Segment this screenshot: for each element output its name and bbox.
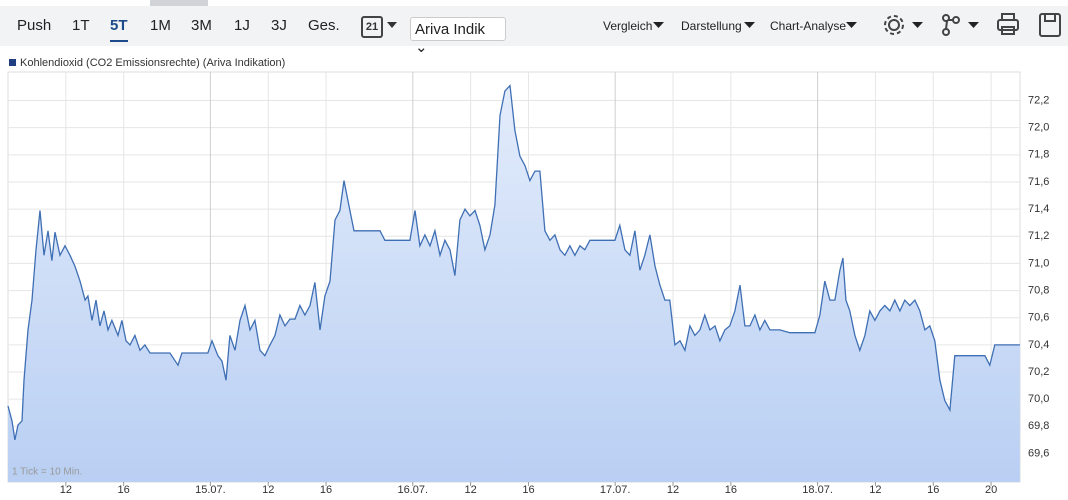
y-tick-label: 71,4 [1028, 203, 1049, 215]
period-button[interactable]: 1J [234, 17, 250, 34]
toolbar: Push 1T 5T 1M 3M 1J 3J Ges. 21 Ariva Ind… [0, 6, 1068, 56]
menu[interactable]: Darstellung [681, 19, 742, 33]
y-tick-label: 71,8 [1028, 149, 1049, 161]
chart: Kohlendioxid (CO2 Emissionsrechte) (Ariv… [7, 57, 1049, 496]
x-tick-label: 12 [465, 484, 477, 496]
y-tick-label: 69,6 [1028, 447, 1049, 459]
period-button[interactable]: Push [17, 17, 52, 34]
period-button[interactable]: 1M [150, 17, 171, 34]
x-tick-label: 16 [522, 484, 534, 496]
toolbar-icons [653, 13, 1061, 37]
footnote: 1 Tick = 10 Min. [12, 467, 82, 478]
y-tick-label: 69,8 [1028, 420, 1049, 432]
x-tick-label: 20 [985, 484, 997, 496]
x-tick-label: 16 [725, 484, 737, 496]
top-tab [150, 0, 208, 6]
x-tick-label: 15.07. [195, 484, 226, 496]
legend-text: Kohlendioxid (CO2 Emissionsrechte) (Ariv… [20, 57, 285, 69]
y-tick-label: 71,0 [1028, 257, 1049, 269]
x-tick-label: 12 [60, 484, 72, 496]
x-tick-label: 17.07. [600, 484, 631, 496]
x-tick-label: 16.07. [398, 484, 429, 496]
y-tick-label: 72,2 [1028, 94, 1049, 106]
y-tick-label: 70,2 [1028, 366, 1049, 378]
y-tick-label: 71,2 [1028, 230, 1049, 242]
y-tick-label: 70,4 [1028, 339, 1049, 351]
x-tick-label: 12 [262, 484, 274, 496]
period-button[interactable]: 3M [191, 17, 212, 34]
price-line [7, 84, 1020, 441]
y-tick-label: 70,8 [1028, 284, 1049, 296]
period-button[interactable]: 1T [72, 17, 90, 34]
y-tick-label: 70,0 [1028, 393, 1049, 405]
area-fill [8, 85, 1020, 482]
calendar-button[interactable]: 21 [361, 16, 383, 38]
y-tick-label: 71,6 [1028, 176, 1049, 188]
x-tick-label: 16 [320, 484, 332, 496]
y-tick-label: 72,0 [1028, 122, 1049, 134]
menu[interactable]: Vergleich [603, 19, 653, 33]
y-tick-label: 70,6 [1028, 312, 1049, 324]
period-button[interactable]: 3J [271, 17, 287, 34]
x-tick-label: 18.07. [802, 484, 833, 496]
legend-swatch [9, 59, 16, 66]
menu[interactable]: Chart-Analyse [770, 19, 847, 33]
x-tick-label: 12 [869, 484, 881, 496]
x-tick-label: 16 [927, 484, 939, 496]
select-text: Ariva Indik [415, 21, 486, 38]
period-button[interactable]: 5T [110, 17, 128, 42]
period-button[interactable]: Ges. [308, 17, 340, 34]
x-tick-label: 12 [667, 484, 679, 496]
caret [387, 22, 397, 28]
x-tick-label: 16 [118, 484, 130, 496]
source-select[interactable]: Ariva Indik ⌄ [410, 17, 506, 56]
